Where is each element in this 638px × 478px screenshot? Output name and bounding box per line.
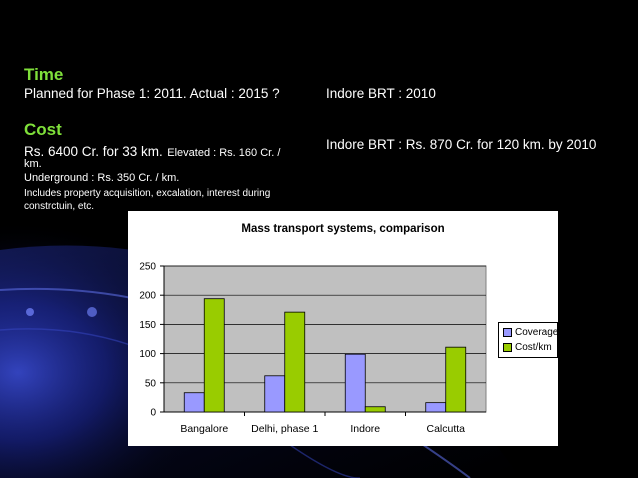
x-tick-label: Indore [350,423,380,435]
x-tick-label: Delhi, phase 1 [251,423,318,435]
bar-cost-km-calcutta [445,346,467,413]
y-tick-label: 50 [145,378,157,389]
time-heading: Time [24,65,64,84]
legend-swatch-cost-per-km [503,343,512,352]
cost-line-1-main: Rs. 6400 Cr. for 33 km. [24,144,163,159]
bar-cost-km-bangalore [203,298,225,413]
indore-brt-cost: Indore BRT : Rs. 870 Cr. for 120 km. by … [326,137,597,152]
legend-item-cost-per-km: Cost/km [503,342,552,353]
legend-label-cost-per-km: Cost/km [515,342,552,353]
cost-line-2: km. [24,158,42,170]
legend-swatch-coverage [503,328,512,337]
cost-line-1-small: Elevated : Rs. 160 Cr. / [167,147,281,159]
cost-note-2: constrctuin, etc. [24,201,95,212]
x-tick-label: Bangalore [180,423,228,435]
indore-brt-year: Indore BRT : 2010 [326,86,436,101]
y-tick-label: 100 [139,349,156,360]
bar-coverage-calcutta [425,402,447,413]
bar-coverage-delhi-phase-1 [264,375,286,413]
y-tick-label: 250 [139,262,156,273]
bar-coverage-bangalore [183,392,205,413]
cost-note-1: Includes property acquisition, excalatio… [24,188,271,199]
y-tick-label: 0 [150,408,156,419]
bar-cost-km-delhi-phase-1 [284,311,306,413]
bar-cost-km-indore [364,406,386,413]
chart-title: Mass transport systems, comparison [241,223,445,235]
time-line: Planned for Phase 1: 2011. Actual : 2015… [24,86,280,101]
y-tick-label: 150 [139,320,156,331]
bar-chart: 0 50 100 150 200 250 Bangalore Delhi, phase 1 In… [139,262,487,435]
bar-coverage-indore [344,353,366,413]
cost-line-1: Rs. 6400 Cr. for 33 km. Elevated : Rs. 1… [24,143,280,161]
chart-panel: Mass transport systems, comparison 0 50 10… [128,211,558,446]
x-tick-label: Calcutta [426,423,465,435]
chart-legend: Coverage Cost/km [498,322,558,358]
y-tick-label: 200 [139,291,156,302]
cost-line-3: Underground : Rs. 350 Cr. / km. [24,172,180,184]
legend-item-coverage: Coverage [503,327,558,338]
legend-label-coverage: Coverage [515,327,559,338]
cost-heading: Cost [24,120,62,139]
